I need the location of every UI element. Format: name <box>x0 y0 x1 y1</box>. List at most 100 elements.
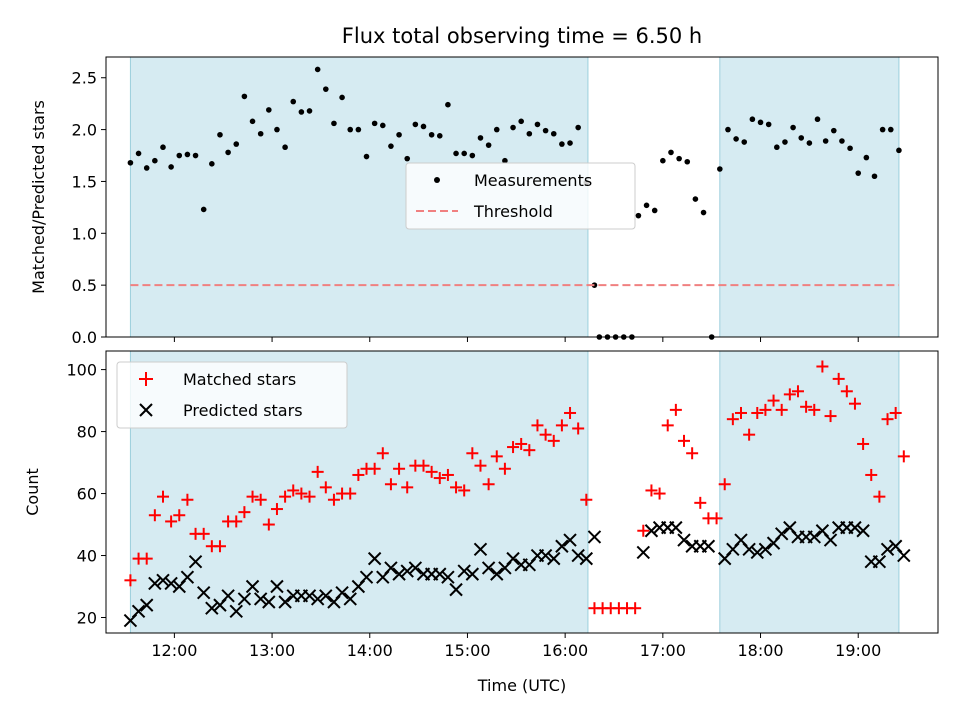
predicted-star-point <box>302 589 317 603</box>
predicted-star-point <box>148 576 162 591</box>
predicted-star-point <box>465 567 480 581</box>
measurement-point <box>502 157 508 164</box>
y-tick-label: 2.0 <box>72 121 97 140</box>
matched-star-point <box>165 515 178 528</box>
legend-label-predicted: Predicted stars <box>183 401 303 420</box>
measurement-point <box>485 142 492 148</box>
predicted-star-point <box>205 601 219 615</box>
predicted-star-point <box>237 592 252 606</box>
matched-star-point <box>710 512 723 525</box>
predicted-star-point <box>253 592 268 606</box>
predicted-star-point <box>278 595 292 609</box>
measurement-point <box>461 150 467 157</box>
matched-star-point <box>734 406 747 419</box>
matched-star-point <box>783 388 796 401</box>
measurement-point <box>830 127 837 134</box>
matched-star-point <box>441 468 454 481</box>
predicted-star-point <box>188 555 203 569</box>
measurement-point <box>127 159 134 166</box>
matched-star-point <box>686 447 699 460</box>
predicted-star-point <box>750 545 764 560</box>
predicted-star-point <box>563 533 577 547</box>
measurement-point <box>879 126 886 133</box>
matched-star-point <box>800 400 813 413</box>
legend-label-threshold: Threshold <box>473 202 553 221</box>
matched-star-point <box>718 478 731 491</box>
predicted-star-point <box>131 604 146 619</box>
measurement-point <box>741 139 748 145</box>
matched-star-point <box>393 462 406 475</box>
predicted-star-point <box>384 561 398 575</box>
measurement-point <box>323 86 329 92</box>
predicted-star-point <box>823 533 838 547</box>
predicted-star-point <box>636 545 651 560</box>
predicted-star-point <box>538 548 553 563</box>
matched-star-point <box>848 397 861 410</box>
matched-star-point <box>344 487 357 500</box>
measurement-point <box>510 124 516 131</box>
matched-star-point <box>889 406 902 419</box>
measurement-point <box>635 212 642 219</box>
matched-star-point <box>262 518 275 531</box>
matched-star-point <box>743 428 756 441</box>
bottom-data-marks <box>123 360 911 628</box>
measurement-point <box>806 140 813 146</box>
matched-star-point <box>775 403 788 416</box>
measurement-point <box>404 155 411 162</box>
legend-marker-matched <box>139 372 153 386</box>
matched-star-point <box>197 527 210 540</box>
matched-star-point <box>279 490 292 503</box>
predicted-star-point <box>644 524 659 538</box>
matched-star-point <box>555 419 568 432</box>
x-tick-label: 19:00 <box>835 641 881 660</box>
measurement-point <box>339 94 345 101</box>
bottom-axis-ticks: 20 40 60 80 100 12:00 13:00 14:00 15:00 16:00 17:0… <box>66 361 881 660</box>
measurement-point <box>306 108 313 114</box>
chart-title: Flux total observing time = 6.50 h <box>342 24 702 48</box>
measurement-point <box>871 173 878 180</box>
matched-star-point <box>572 422 585 435</box>
matched-star-point <box>865 468 878 481</box>
predicted-star-point <box>449 582 463 597</box>
measurement-point <box>692 196 699 202</box>
predicted-star-point <box>579 551 594 566</box>
measurement-point <box>782 139 788 145</box>
measurement-point <box>388 143 394 149</box>
measurement-point <box>477 135 484 141</box>
matched-star-point <box>368 462 381 475</box>
matched-star-point <box>311 465 324 478</box>
predicted-star-point <box>359 570 374 584</box>
measurement-point <box>192 152 199 159</box>
matched-star-point <box>425 465 438 478</box>
measurement-point <box>733 136 739 142</box>
matched-star-point <box>832 372 845 385</box>
measurement-point <box>749 116 756 123</box>
matched-star-point <box>482 478 495 491</box>
matched-star-point <box>857 437 870 450</box>
measurement-point <box>412 121 419 128</box>
matched-star-point <box>246 490 259 503</box>
matched-star-point <box>352 468 365 481</box>
predicted-star-point <box>270 579 284 594</box>
matched-star-point <box>295 487 308 500</box>
measurement-point <box>643 202 650 209</box>
matched-star-point <box>490 450 503 463</box>
predicted-star-point <box>408 561 423 575</box>
matched-star-point <box>515 437 528 450</box>
matched-star-point <box>124 574 137 587</box>
matched-star-point <box>173 509 186 522</box>
predicted-star-point <box>433 567 447 581</box>
matched-star-point <box>327 493 340 506</box>
y-tick-label: 0.5 <box>72 276 97 295</box>
predicted-star-point <box>742 542 756 557</box>
matched-star-point <box>270 503 283 516</box>
measurement-point <box>168 164 174 170</box>
legend-marker-measurements <box>434 177 440 183</box>
top-panel: 0.0 0.5 1.0 1.5 2.0 2.5 Flux total observing … <box>29 24 939 347</box>
predicted-star-point <box>343 592 357 606</box>
measurement-point <box>453 150 459 157</box>
predicted-star-point <box>319 589 333 603</box>
predicted-star-point <box>156 573 170 588</box>
matched-star-point <box>897 450 910 463</box>
measurement-point <box>217 131 223 138</box>
